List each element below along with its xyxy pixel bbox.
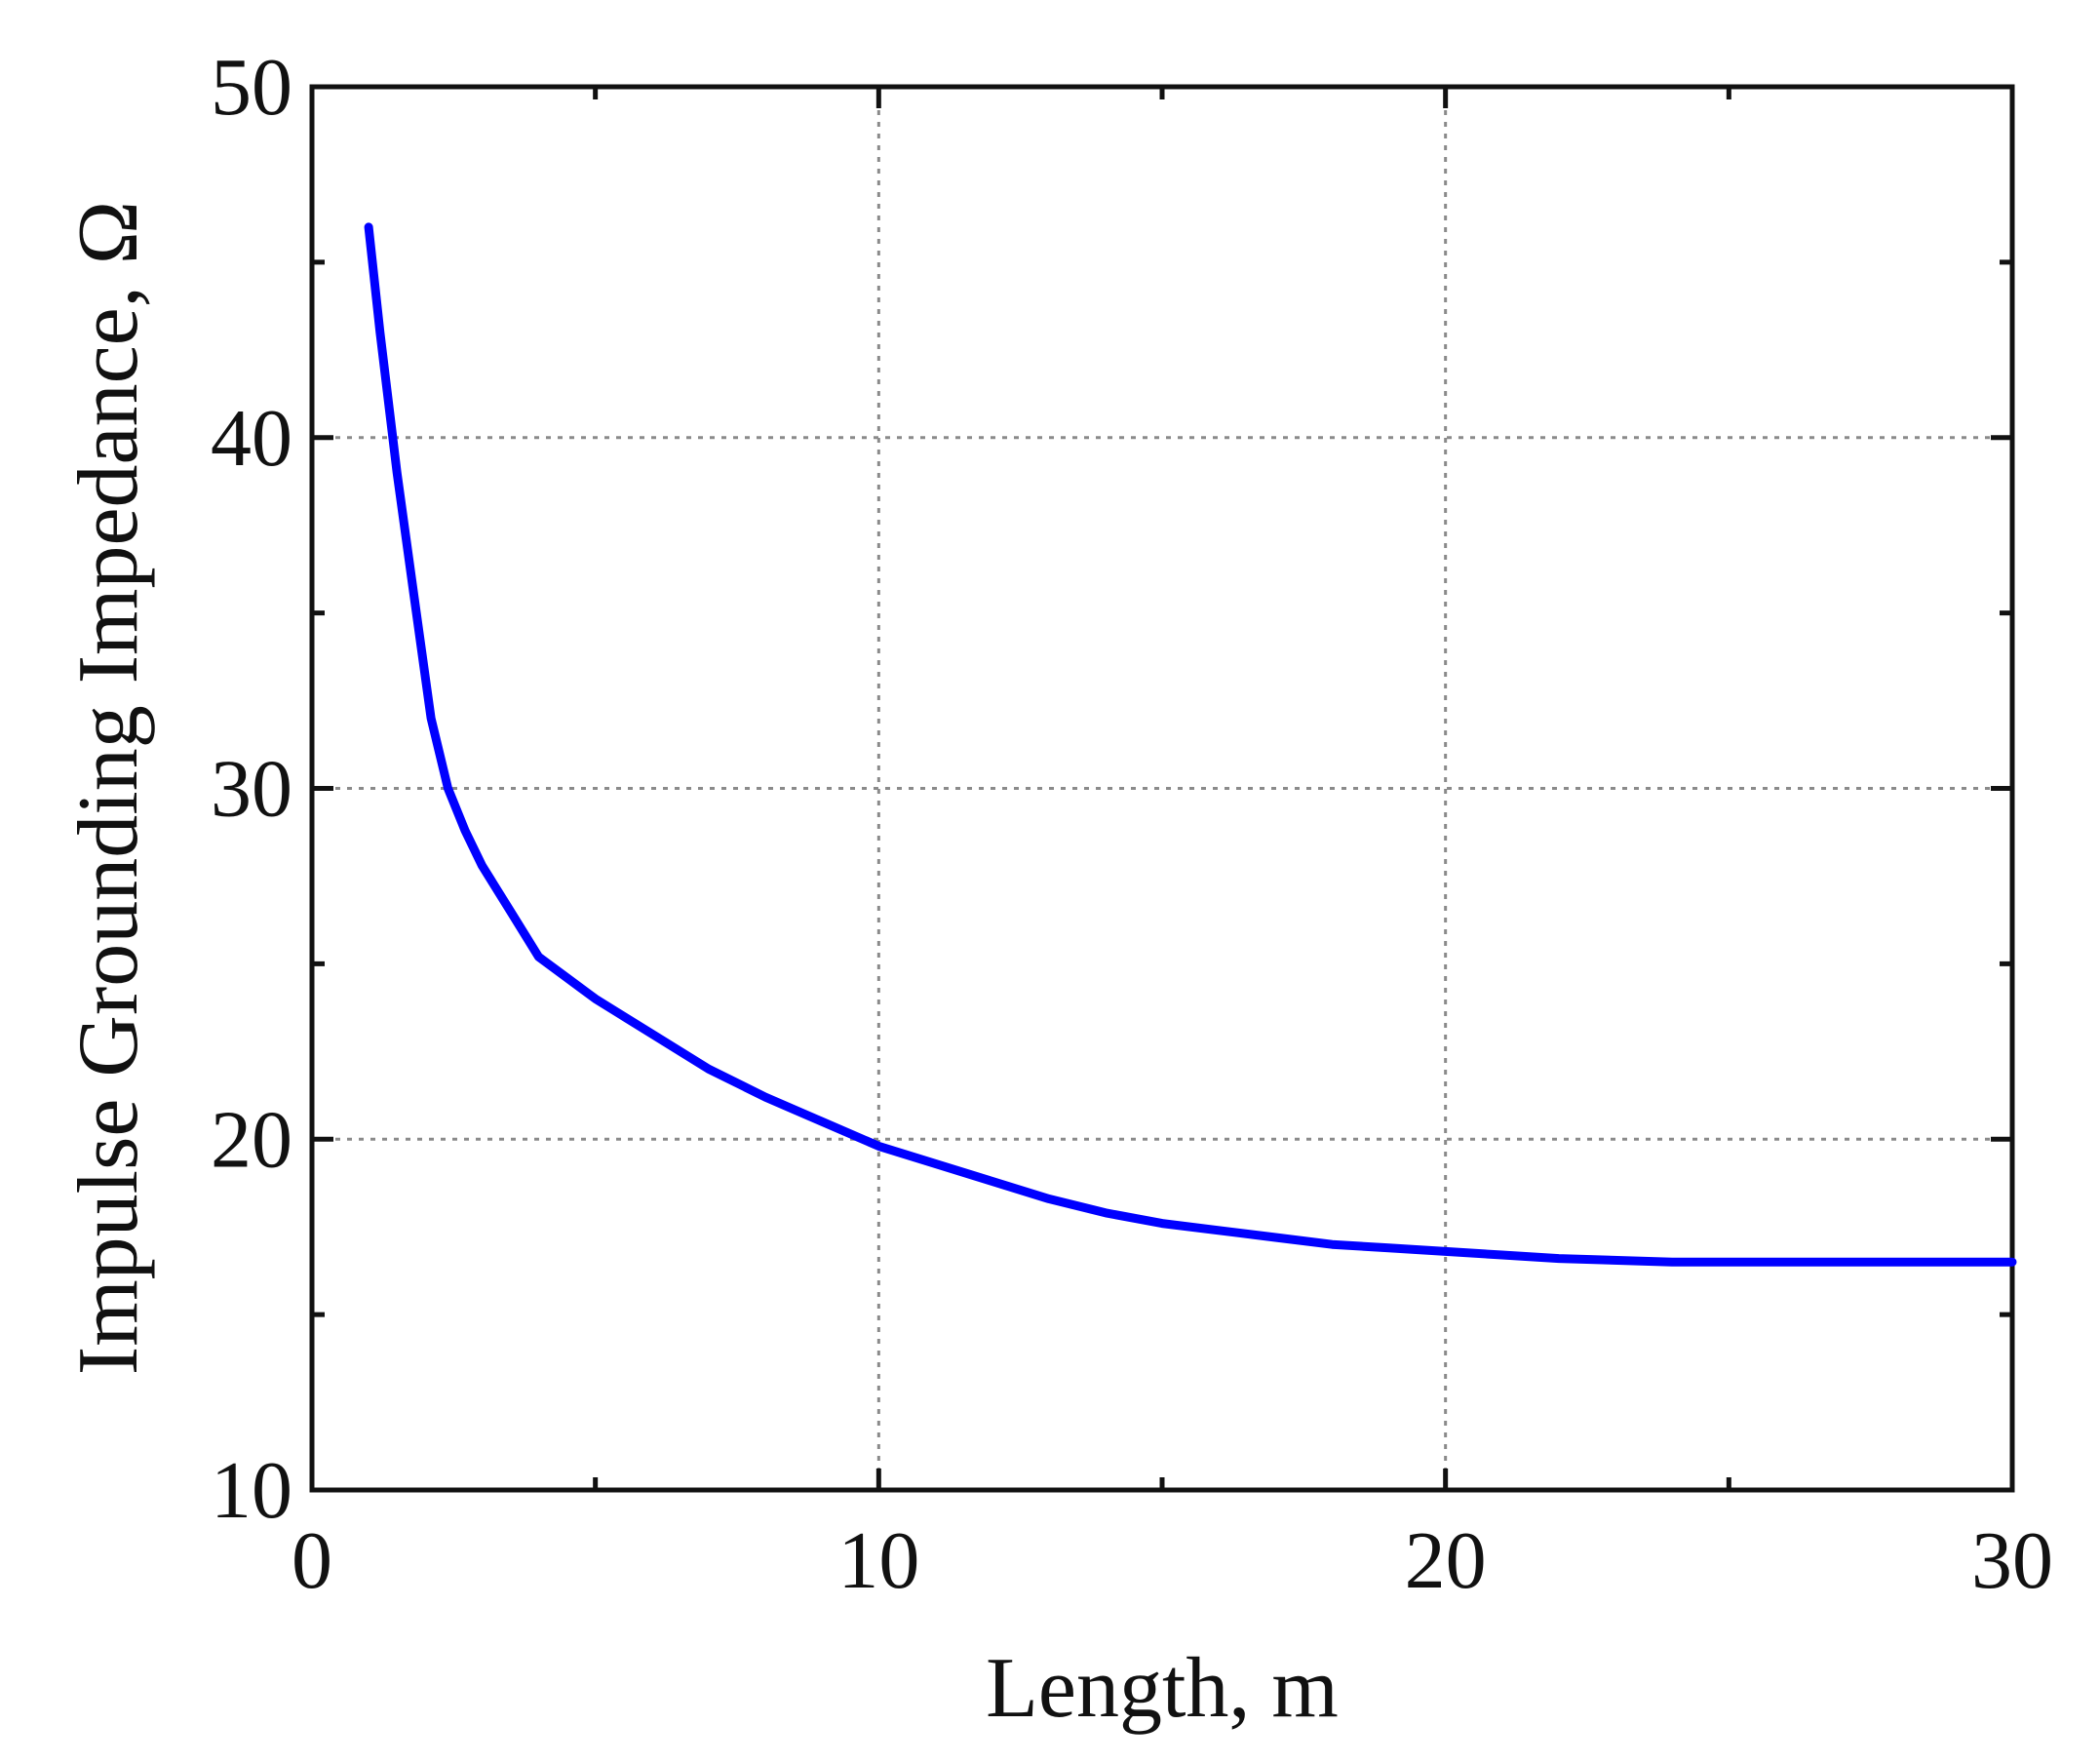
x-tick-label-3: 30 bbox=[1971, 1515, 2053, 1606]
y-tick-label-3: 40 bbox=[211, 393, 292, 484]
x-tick-labels: 0 10 20 30 bbox=[292, 1515, 2053, 1606]
y-tick-label-4: 50 bbox=[211, 42, 292, 133]
x-tick-label-0: 0 bbox=[292, 1515, 332, 1606]
grid-lines bbox=[312, 87, 2012, 1490]
y-tick-label-1: 20 bbox=[211, 1094, 292, 1185]
series-line-0 bbox=[364, 222, 2017, 1267]
plot-frame bbox=[309, 84, 2015, 1493]
y-tick-labels: 10 20 30 40 50 bbox=[211, 42, 292, 1536]
y-tick-label-0: 10 bbox=[211, 1445, 292, 1536]
y-tick-label-2: 30 bbox=[211, 744, 292, 835]
x-tick-label-2: 20 bbox=[1405, 1515, 1487, 1606]
axis-ticks bbox=[309, 84, 2015, 1493]
series-layer bbox=[364, 222, 2017, 1267]
x-axis-title: Length, m bbox=[986, 1641, 1339, 1736]
x-tick-label-1: 10 bbox=[837, 1515, 919, 1606]
y-axis-title: Impulse Grounding Impedance, Ω bbox=[61, 201, 156, 1375]
